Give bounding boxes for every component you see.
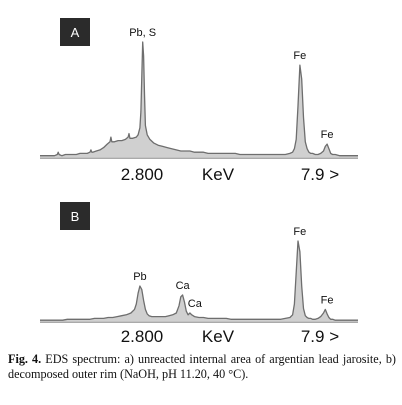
panel-a-tick-label-2: 7.9 > bbox=[301, 165, 339, 184]
eds-figure: A Pb, S Fe Fe 2.800 KeV 7.9 > B Pb Ca Ca Fe Fe… bbox=[40, 18, 358, 346]
panel-a-tick-label-1: 2.800 bbox=[121, 165, 164, 184]
spectrum-a-line bbox=[40, 41, 358, 157]
spectrum-b-peak-label-1: Pb bbox=[133, 271, 146, 283]
figure-caption-text: EDS spectrum: a) unreacted internal area… bbox=[8, 352, 396, 381]
panel-a-axis-unit-label: KeV bbox=[202, 165, 235, 184]
figure-caption: Fig. 4. EDS spectrum: a) unreacted inter… bbox=[8, 352, 396, 382]
panel-b-badge-letter: B bbox=[71, 209, 80, 224]
spectrum-b-peak-label-5: Fe bbox=[321, 294, 334, 306]
panel-b-tick-label-1: 2.800 bbox=[121, 327, 164, 346]
spectrum-a-fill bbox=[40, 42, 358, 158]
panel-a-badge bbox=[60, 18, 90, 46]
spectrum-a-peak-label-3: Fe bbox=[321, 129, 334, 141]
spectrum-a-peak-label-1: Pb, S bbox=[129, 27, 156, 39]
spectrum-b-peak-label-3: Ca bbox=[188, 298, 203, 310]
spectrum-b-peak-label-4: Fe bbox=[293, 226, 306, 238]
spectrum-b-line bbox=[40, 240, 358, 321]
panel-b-axis-unit-label: KeV bbox=[202, 327, 235, 346]
spectrum-b-peak-label-2: Ca bbox=[176, 280, 191, 292]
spectrum-b-fill bbox=[40, 241, 358, 322]
panel-b-tick-label-2: 7.9 > bbox=[301, 327, 339, 346]
spectrum-b-plot: Pb Ca Ca Fe Fe bbox=[40, 226, 358, 323]
figure-caption-label: Fig. 4. bbox=[8, 352, 42, 366]
spectrum-a-peak-label-2: Fe bbox=[293, 50, 306, 62]
panel-a: A Pb, S Fe Fe 2.800 KeV 7.9 > bbox=[40, 18, 358, 184]
spectrum-a-plot: Pb, S Fe Fe bbox=[40, 27, 358, 159]
panel-a-badge-letter: A bbox=[71, 25, 80, 40]
panel-b-badge bbox=[60, 202, 90, 230]
panel-b: B Pb Ca Ca Fe Fe 2.800 KeV 7.9 > bbox=[40, 202, 358, 346]
